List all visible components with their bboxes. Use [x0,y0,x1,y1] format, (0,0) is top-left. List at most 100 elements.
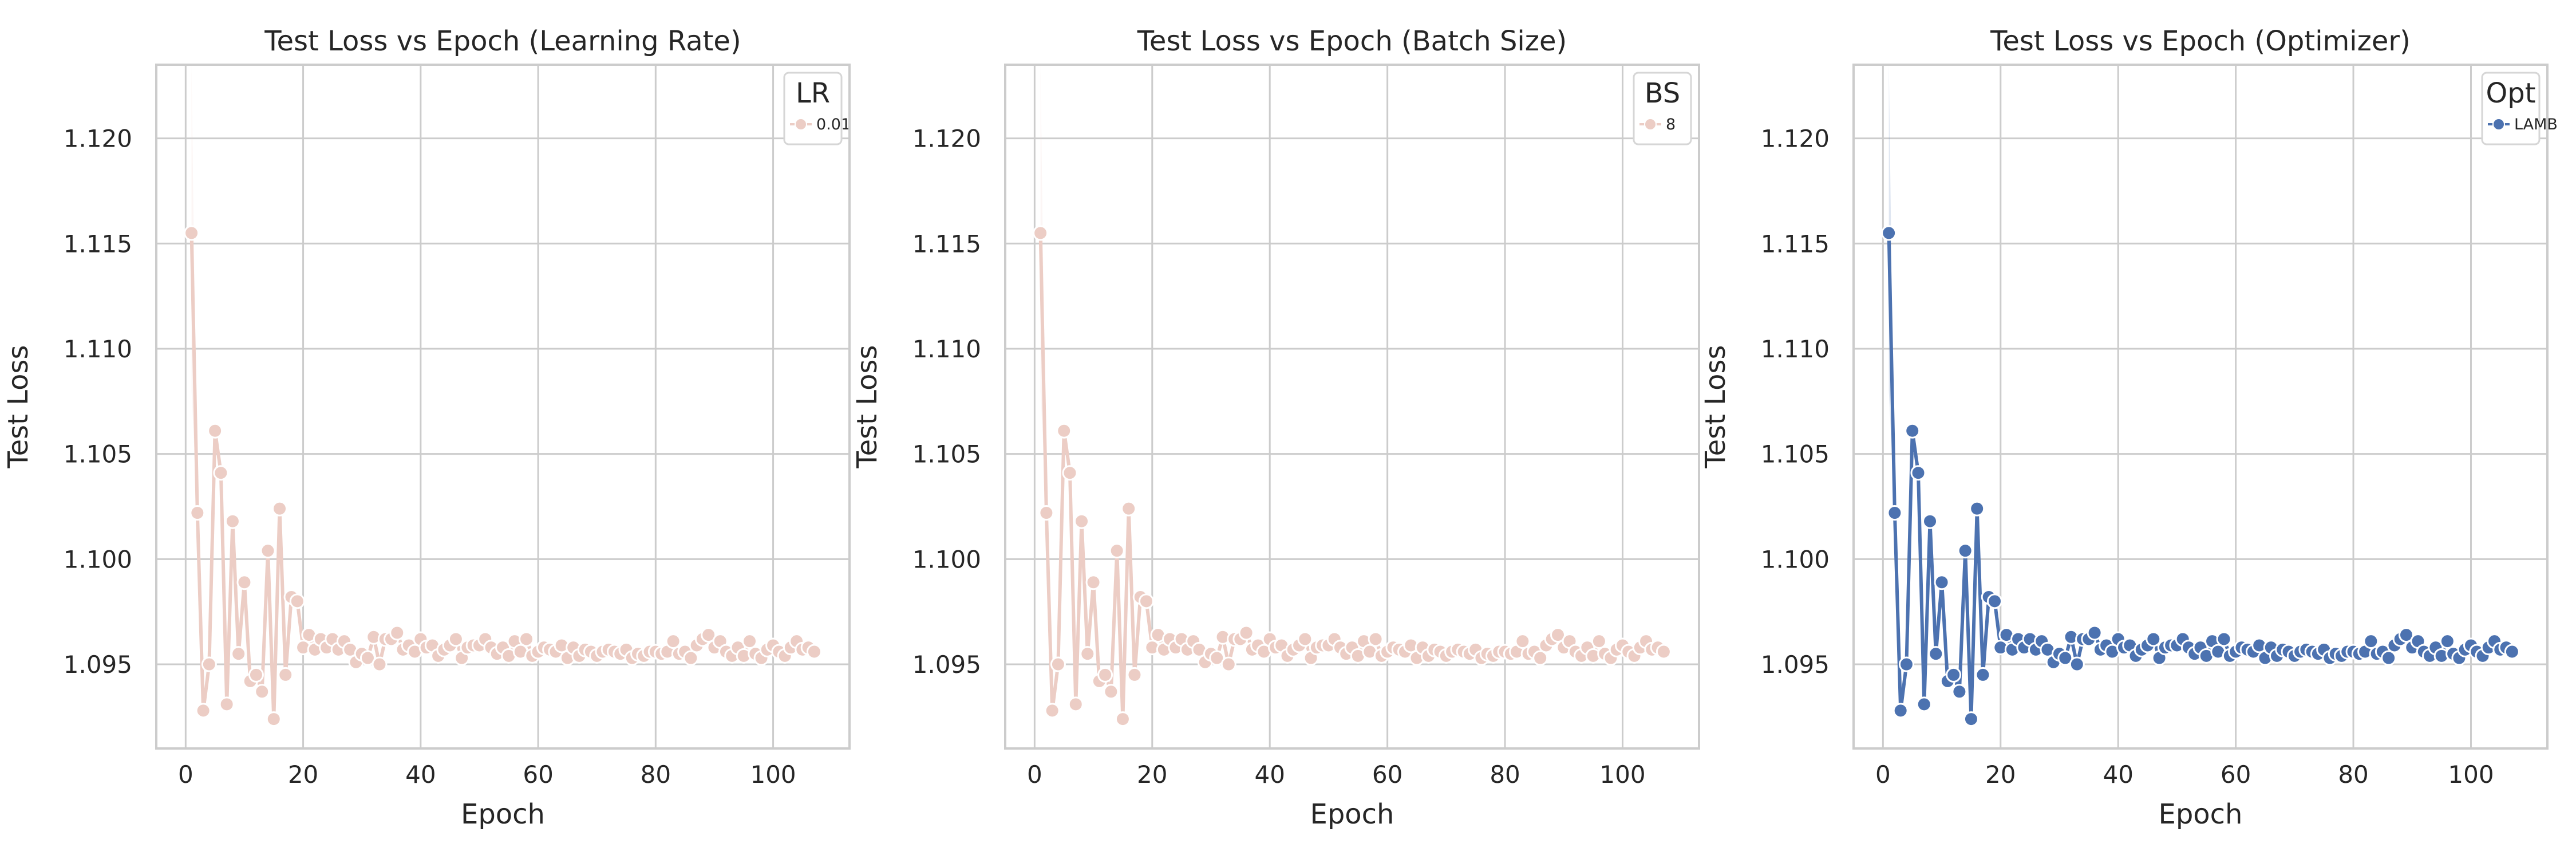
data-point [683,650,699,666]
x-tick-label: 80 [641,761,671,789]
data-point [2363,633,2379,649]
y-tick-label: 1.120 [64,125,132,153]
legend-title: LR [796,77,830,109]
data-point [272,501,288,517]
data-point [2439,633,2455,649]
y-tick-label: 1.105 [1761,440,1830,468]
data-point [1987,593,2003,609]
data-point [1532,650,1548,666]
data-point [1238,625,1254,641]
y-axis-label: Test Loss [2,345,34,468]
chart-title: Test Loss vs Epoch (Batch Size) [1137,25,1567,57]
data-point [2057,650,2073,666]
data-point [1934,574,1950,590]
data-point [1056,423,1072,439]
data-point [1905,423,1921,439]
data-point [1922,513,1938,529]
legend-entry: LAMB [2514,116,2558,133]
data-point [195,703,211,719]
data-point [1515,633,1531,649]
legend-marker [2492,118,2505,131]
data-point [189,505,206,521]
x-tick-label: 60 [523,761,553,789]
data-point [1969,501,1985,517]
legend-title: BS [1645,77,1681,109]
data-point [278,667,294,683]
data-point [1085,574,1101,590]
y-axis-label: Test Loss [851,345,883,468]
plot-frame [1852,64,2549,750]
x-tick-label: 20 [288,761,318,789]
x-axis-label: Epoch [1310,798,1394,830]
y-tick-label: 1.120 [912,125,981,153]
chart-panel-3: 0 20 40 60 80 100 1.095 1.100 1.105 1.110 1.115 1.1… [1700,25,2558,830]
data-point [1220,656,1236,672]
data-point [1080,646,1096,662]
data-point [1550,627,1566,643]
x-tick-label: 20 [1985,761,2016,789]
data-point [1946,667,1962,683]
chart-title: Test Loss vs Epoch (Optimizer) [1990,25,2411,57]
x-tick-label: 100 [2448,761,2494,789]
x-tick-label: 60 [1372,761,1402,789]
data-point [1068,696,1084,712]
y-tick-label: 1.105 [912,440,981,468]
data-point [1893,703,1909,719]
y-tick-label: 1.120 [1761,125,1830,153]
y-tick-label: 1.100 [1761,545,1830,573]
y-tick-label: 1.100 [64,545,132,573]
data-point [448,631,464,647]
x-tick-label: 80 [2338,761,2368,789]
data-point [2381,650,2397,666]
legend-marker [795,118,807,131]
data-point [1115,711,1131,727]
data-point [1044,703,1060,719]
y-tick-label: 1.095 [64,651,132,679]
data-point [701,627,717,643]
data-point [2216,631,2232,647]
data-point [2069,656,2085,672]
data-point [248,667,264,683]
data-point [1975,667,1991,683]
chart-panel-2: 0 20 40 60 80 100 1.095 1.100 1.105 1.110 1.115 1.1… [851,25,1700,830]
data-point [231,646,247,662]
data-point [266,711,282,727]
x-tick-label: 0 [1875,761,1891,789]
data-point [806,644,822,660]
y-tick-label: 1.110 [912,335,981,363]
confidence-band [1040,65,1046,513]
data-point [1097,667,1113,683]
plot-frame [155,64,851,750]
x-tick-label: 0 [178,761,193,789]
data-point [1898,656,1914,672]
data-point [2146,631,2162,647]
data-point [1121,501,1137,517]
x-axis-label: Epoch [2159,798,2243,830]
data-point [207,423,223,439]
data-point [1297,631,1313,647]
data-point [1062,465,1078,481]
chart-title: Test Loss vs Epoch (Learning Rate) [264,25,741,57]
data-point [1656,644,1672,660]
data-point [1916,696,1932,712]
y-tick-label: 1.095 [1761,651,1830,679]
data-point [1887,505,1903,521]
legend-entry: 0.01 [816,116,851,133]
confidence-band [1888,65,1895,513]
legend-entry: 8 [1666,116,1676,133]
data-point [665,633,681,649]
x-axis-label: Epoch [461,798,545,830]
data-point [1963,711,1979,727]
data-point [1881,225,1897,241]
x-tick-label: 100 [750,761,796,789]
data-point [519,631,535,647]
data-point [1074,513,1090,529]
data-point [359,650,376,666]
data-point [289,593,305,609]
x-tick-label: 100 [1599,761,1645,789]
data-point [1103,684,1119,700]
data-point [2398,627,2414,643]
y-tick-label: 1.115 [912,230,981,258]
data-point [1591,633,1607,649]
